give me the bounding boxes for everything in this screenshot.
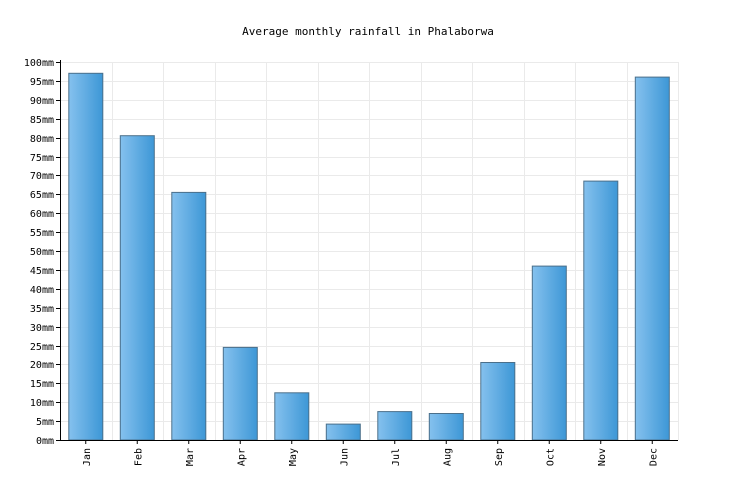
y-tick-label: 60mm	[30, 209, 54, 220]
x-tick-label: May	[288, 448, 299, 466]
x-tick-label: Sep	[494, 448, 505, 466]
bar-may	[274, 392, 310, 441]
y-tick-label: 0mm	[36, 436, 54, 447]
y-tick-label: 75mm	[30, 153, 54, 164]
y-tick-label: 100mm	[24, 58, 54, 69]
x-tick-label: Mar	[185, 448, 196, 466]
y-tick-label: 50mm	[30, 247, 54, 258]
y-tick-label: 30mm	[30, 323, 54, 334]
y-tick-label: 40mm	[30, 285, 54, 296]
y-tick-label: 35mm	[30, 304, 54, 315]
x-tick-label: Apr	[236, 448, 247, 466]
y-tick-label: 55mm	[30, 228, 54, 239]
bar-oct	[531, 265, 567, 441]
y-tick-label: 65mm	[30, 190, 54, 201]
y-tick-label: 80mm	[30, 134, 54, 145]
x-tick-label: Jun	[339, 448, 350, 466]
y-tick-label: 5mm	[36, 417, 54, 428]
x-tick-label: Dec	[648, 448, 659, 466]
x-tick-label: Feb	[133, 448, 144, 466]
y-tick-label: 70mm	[30, 171, 54, 182]
bar-sep	[480, 362, 516, 441]
bar-dec	[634, 76, 670, 441]
chart-title: Average monthly rainfall in Phalaborwa	[242, 25, 494, 38]
bar-apr	[222, 346, 258, 441]
x-tick-label: Nov	[597, 448, 608, 466]
x-tick-label: Oct	[545, 448, 556, 466]
y-tick-label: 45mm	[30, 266, 54, 277]
grid-layer	[60, 62, 679, 440]
x-tick-label: Jul	[391, 448, 402, 466]
bar-aug	[428, 413, 464, 441]
axes	[56, 60, 678, 444]
y-tick-label: 85mm	[30, 115, 54, 126]
bar-jun	[325, 423, 361, 441]
bar-mar	[171, 191, 207, 441]
x-tick-label: Aug	[442, 448, 453, 466]
y-tick-labels: 0mm 5mm 10mm 15mm 20mm 25mm 30mm 35mm 40mm 45mm 50…	[24, 58, 54, 447]
y-tick-label: 20mm	[30, 360, 54, 371]
x-tick-label: Jan	[82, 448, 93, 466]
y-tick-label: 95mm	[30, 77, 54, 88]
bar-nov	[583, 180, 619, 441]
y-tick-label: 15mm	[30, 379, 54, 390]
bar-jan	[68, 72, 104, 441]
bar-feb	[119, 135, 155, 441]
bar-jul	[377, 411, 413, 441]
x-tick-labels: Jan Feb Mar Apr May Jun Jul Aug Sep Oct Nov Dec	[82, 448, 659, 466]
bars-layer	[68, 72, 670, 441]
y-tick-label: 10mm	[30, 398, 54, 409]
y-tick-label: 90mm	[30, 96, 54, 107]
y-tick-label: 25mm	[30, 342, 54, 353]
